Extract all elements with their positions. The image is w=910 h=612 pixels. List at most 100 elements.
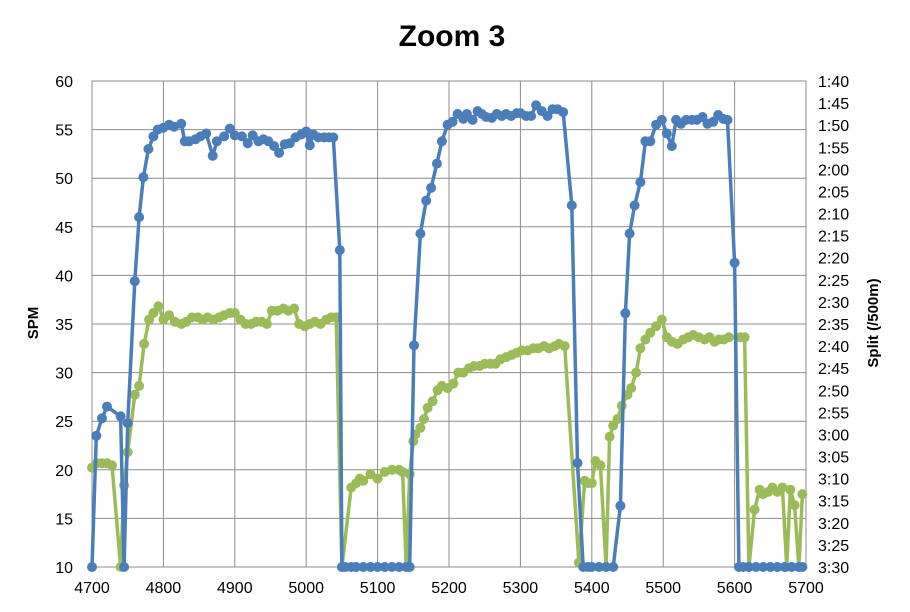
series-1-point-27 [229,308,240,318]
series-1-point-126 [749,504,760,515]
series-1-point-15 [164,310,175,321]
series-0-point-55 [386,562,397,572]
series-0-point-128 [786,562,797,572]
y2-tick-label-4: 3:10 [818,472,849,489]
series-1-point-108 [651,321,662,332]
series-1-point-96 [595,460,606,471]
series-0-point-40 [304,140,315,151]
y2-tick-label-22: 1:40 [818,74,849,91]
series-0-point-119 [729,257,740,268]
series-0-point-94 [593,562,604,572]
series-0-point-22 [207,150,218,161]
y2-tick-label-18: 2:00 [818,162,849,179]
y2-tick-label-10: 2:40 [818,339,849,356]
x-axis-ticks: 4700 4800 4900 5000 5100 5200 5300 5400 5500 5600… [74,580,824,597]
series-0-point-70 [467,114,478,125]
series-0-point-96 [608,562,619,572]
series-0-point-5 [119,562,130,572]
series-1-point-13 [153,301,164,312]
series-1-point-122 [723,332,734,343]
x-tick-label-3: 5000 [288,580,324,597]
series-1-point-55 [386,464,397,475]
series-0-point-3 [102,401,112,412]
y-axis-ticks: 10 15 20 25 30 35 40 45 50 55 60 [55,74,73,577]
series-0-point-66 [447,116,458,127]
x-tick-label-5: 5200 [431,580,467,597]
series-0-point-118 [722,114,733,125]
y2-tick-label-2: 3:20 [818,516,849,533]
series-0-point-1 [91,430,102,441]
x-tick-label-2: 4900 [217,580,253,597]
series-1-line [90,304,805,569]
y2-tick-label-8: 2:50 [818,383,849,400]
series-0-point-98 [620,308,631,319]
chart-title: Zoom 3 [399,20,506,53]
series-0-point-46 [334,245,345,256]
y-tick-label-9: 55 [55,123,73,140]
series-0-point-24 [219,131,230,142]
y-tick-label-2: 20 [55,463,73,480]
y-tick-label-8: 50 [55,171,73,188]
y2-axis-ticks: 3:30 3:25 3:20 3:15 3:10 3:05 3:00 2:55 2:50 2:45… [818,74,849,577]
series-1-point-137 [797,489,808,500]
series-1-point-90 [559,341,570,352]
series-0-point-97 [615,500,626,511]
series-1-point-69 [448,378,459,389]
series-0-point-100 [629,200,640,211]
series-0-point-61 [421,195,432,206]
series-0-point-126 [772,562,783,572]
series-0-point-28 [242,138,253,149]
y2-tick-label-0: 3:30 [818,560,849,577]
series-0-point-125 [765,562,776,572]
series-0-point-62 [426,182,437,193]
series-0-point-106 [661,128,672,139]
series-1-point-105 [635,343,646,354]
series-0-point-95 [601,562,612,572]
plot-frame [91,80,807,568]
series-1-point-94 [586,478,597,489]
y2-tick-label-12: 2:30 [818,295,849,312]
series-1-point-10 [139,338,150,349]
y2-tick-label-17: 2:05 [818,184,849,201]
series-0-point-103 [645,136,656,147]
series-1-point-65 [427,396,438,407]
series-1-point-63 [419,414,429,424]
y2-tick-label-14: 2:20 [818,251,849,268]
y2-tick-label-5: 3:05 [818,450,849,467]
series-0-point-23 [211,136,222,147]
series-0-point-53 [372,562,383,572]
x-tick-label-4: 5100 [360,580,396,597]
series-1-point-98 [604,431,615,442]
x-tick-label-7: 5400 [574,580,610,597]
series-0-point-124 [758,562,769,572]
series-0-point-64 [436,136,447,147]
y-tick-label-1: 15 [55,511,73,528]
series-0-point-4 [115,411,126,422]
series-1-point-103 [626,383,637,394]
y-tick-label-3: 25 [55,414,73,431]
y2-tick-label-3: 3:15 [818,494,849,511]
series-0-point-122 [743,562,754,572]
y2-tick-label-21: 1:45 [818,96,849,113]
series-1-point-109 [656,314,667,325]
series-0-point-27 [236,131,247,142]
series-0-point-107 [666,141,677,152]
series-0-point-59 [409,340,419,351]
y-tick-label-10: 60 [55,74,73,91]
series-1-point-33 [261,319,272,329]
series-0 [87,100,808,572]
y-tick-label-7: 45 [55,220,73,237]
series-0-point-90 [572,458,583,468]
series-1-point-100 [612,414,623,424]
x-tick-label-6: 5300 [503,580,539,597]
series-0-point-82 [526,111,537,121]
series-1-point-107 [645,327,656,338]
series-0-point-52 [365,562,376,572]
series-1-point-135 [789,500,800,511]
series-layer [87,100,808,572]
series-0-point-123 [751,562,761,572]
series-0-point-127 [779,562,790,572]
series-1 [87,301,808,572]
series-0-point-99 [624,228,635,239]
